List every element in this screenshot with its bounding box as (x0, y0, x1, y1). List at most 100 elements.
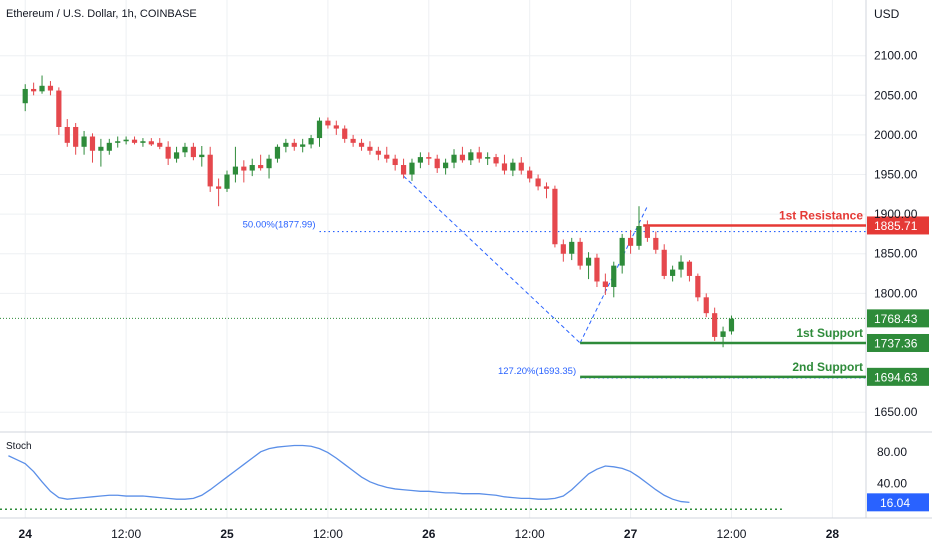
current-price-label: 1768.43 (874, 312, 918, 326)
candle-body (22, 88, 28, 104)
candle (106, 138, 112, 155)
candle-body (434, 158, 440, 169)
candle-body (325, 120, 331, 126)
fib-trend-line (403, 175, 581, 344)
candle-body (426, 157, 432, 159)
candle-body (123, 139, 129, 142)
candle-body (686, 261, 693, 276)
candle-body (224, 174, 230, 189)
candle (148, 138, 154, 147)
candle (661, 244, 667, 280)
candle (409, 158, 415, 181)
candle (98, 138, 104, 167)
candle-body (207, 154, 213, 187)
candle (670, 265, 676, 282)
level-price-badge-1 (867, 333, 929, 352)
candle-body (661, 249, 667, 276)
candle (459, 146, 466, 163)
time-tick-label: 24 (19, 527, 33, 541)
price-tick-label: 2100.00 (874, 49, 918, 63)
candle-body (73, 126, 79, 147)
candle-body (552, 188, 558, 245)
candle (325, 117, 331, 129)
candle-body (190, 146, 196, 158)
candle (216, 178, 222, 207)
candle-body (451, 154, 457, 163)
stoch-indicator-title[interactable]: Stoch (6, 441, 32, 452)
candle-body (459, 154, 466, 161)
candle-body (148, 141, 154, 145)
candle (384, 146, 390, 163)
candle-body (300, 144, 306, 147)
candle-body (333, 125, 339, 129)
candle (64, 119, 70, 147)
candle-body (165, 146, 171, 159)
candle (493, 153, 499, 167)
time-tick-label: 26 (422, 527, 436, 541)
candle (190, 142, 196, 161)
candlestick-series (22, 75, 735, 348)
candle (426, 152, 432, 166)
candle (283, 138, 289, 153)
candle-body (468, 152, 474, 161)
candle-body (527, 170, 533, 179)
candle (703, 293, 709, 318)
candle (81, 130, 87, 155)
stoch-tick-label: 80.00 (877, 445, 907, 459)
level-price-label-2: 1694.63 (874, 370, 918, 384)
level-name-0: 1st Resistance (779, 208, 863, 222)
candle-body (39, 85, 45, 92)
candle (140, 138, 146, 147)
candle (636, 206, 642, 250)
candle-body (627, 237, 634, 246)
candle (350, 134, 356, 147)
candle-body (728, 318, 735, 332)
candle (300, 138, 306, 153)
level-price-badge-2 (867, 367, 929, 386)
candle (728, 315, 735, 335)
candle-body (232, 166, 239, 175)
candle (375, 146, 381, 161)
candle (577, 237, 583, 270)
candle-body (31, 88, 37, 92)
stoch-tick-label: 40.00 (877, 476, 907, 490)
candle-body (510, 162, 516, 171)
candle-body (636, 226, 642, 246)
fibonacci-drawing[interactable]: 50.00%(1877.99) 127.20%(1693.35) (243, 175, 866, 379)
candle-body (400, 165, 407, 175)
candle-body (417, 157, 423, 163)
candle (510, 158, 516, 177)
candle (131, 136, 138, 145)
candle (274, 144, 281, 163)
candle (594, 253, 600, 288)
candle-body (611, 265, 617, 288)
price-tick-label: 1850.00 (874, 247, 918, 261)
candle-body (644, 226, 650, 238)
current-price-badge (867, 309, 929, 328)
candle-body (241, 166, 247, 171)
time-tick-label: 12:00 (716, 527, 746, 541)
candle (182, 142, 188, 158)
time-tick-label: 12:00 (313, 527, 343, 541)
candle (476, 146, 482, 163)
candle (316, 117, 323, 147)
support-resistance-levels[interactable]: 1st Resistance 1885.71 1st Support 1737.36 2… (0, 208, 929, 386)
fib-127-label: 127.20%(1693.35) (498, 366, 576, 377)
candle-body (266, 158, 272, 169)
candle-body (602, 281, 608, 288)
candle (367, 141, 373, 155)
time-tick-label: 12:00 (515, 527, 545, 541)
candle-body (89, 136, 96, 151)
candle (611, 261, 617, 298)
candle (249, 158, 255, 177)
candle (358, 138, 365, 151)
candle (123, 136, 129, 145)
candle (434, 154, 440, 173)
candle (241, 160, 247, 183)
candle-body (274, 146, 281, 159)
candle (400, 158, 407, 179)
candle-body (131, 139, 138, 143)
candle (157, 138, 163, 150)
time-tick-label: 27 (624, 527, 638, 541)
